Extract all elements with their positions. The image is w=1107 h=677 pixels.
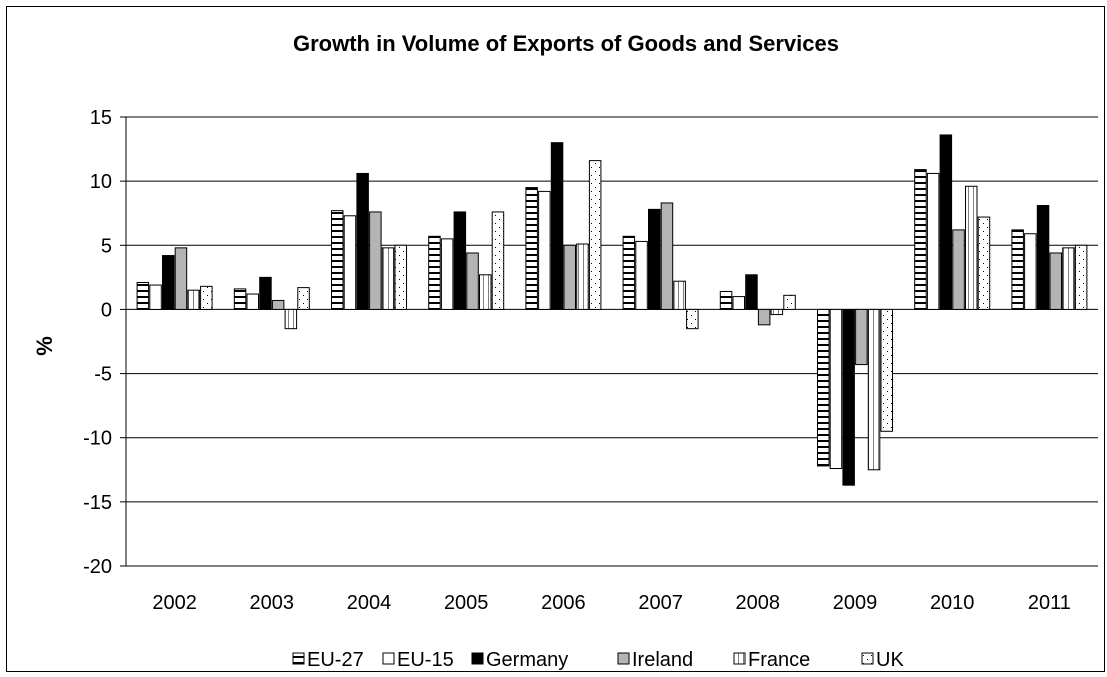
bar-france-2009 (867, 308, 881, 471)
bar-uk-2004 (394, 244, 407, 310)
bar-eu-27-2009 (817, 308, 830, 467)
bar-ireland-2009 (855, 308, 868, 366)
bars (136, 134, 1088, 486)
bar-germany-2009 (842, 308, 855, 486)
y-tick-label: -10 (83, 428, 112, 450)
bar-france-2008 (770, 308, 784, 316)
bar-eu-27-2002 (136, 281, 150, 310)
y-tick-labels: 15 10 5 0 -5 -10 -15 -20 (83, 107, 112, 578)
legend-label-france: France (748, 649, 810, 671)
bar-germany-2004 (356, 172, 369, 310)
bar-eu-15-2003 (246, 293, 259, 310)
legend-swatch-france (733, 652, 746, 665)
legend-swatch-eu-15 (382, 652, 395, 665)
bar-uk-2003 (297, 287, 310, 310)
x-tick-label: 2008 (736, 592, 781, 614)
bar-ireland-2004 (369, 211, 382, 310)
bar-uk-2009 (880, 308, 893, 432)
bar-ireland-2008 (757, 308, 771, 326)
bar-eu-27-2003 (233, 288, 247, 310)
bar-eu-15-2009 (829, 308, 843, 470)
bar-france-2002 (187, 289, 200, 310)
bar-germany-2002 (162, 255, 175, 310)
bar-ireland-2005 (466, 252, 479, 310)
bar-chart: Growth in Volume of Exports of Goods and… (6, 6, 1105, 672)
y-tick-label: 5 (101, 235, 112, 257)
chart-frame: Growth in Volume of Exports of Goods and… (6, 6, 1105, 672)
y-tick-label: 15 (90, 107, 112, 129)
bar-eu-15-2007 (635, 240, 648, 310)
bar-ireland-2011 (1049, 252, 1062, 310)
x-tick-label: 2009 (833, 592, 878, 614)
legend-swatch-germany (471, 652, 484, 665)
bar-uk-2007 (686, 308, 699, 330)
bar-uk-2002 (200, 285, 213, 310)
bar-ireland-2007 (660, 202, 674, 310)
x-tick-labels: 2002 2003 2004 2005 2006 2007 2008 2009 2010 2011 (152, 592, 1071, 614)
bar-ireland-2010 (952, 229, 965, 310)
bar-eu-15-2002 (149, 284, 162, 310)
x-tick-label: 2007 (638, 592, 683, 614)
y-tick-label: -15 (83, 492, 112, 514)
bar-uk-2008 (783, 294, 796, 310)
bar-uk-2005 (491, 211, 505, 310)
x-tick-label: 2011 (1028, 592, 1071, 614)
x-tick-label: 2003 (250, 592, 295, 614)
bar-germany-2011 (1036, 205, 1050, 310)
bar-eu-27-2011 (1011, 229, 1024, 310)
y-tick-label: 0 (101, 299, 112, 321)
bar-eu-27-2006 (525, 187, 538, 310)
bar-eu-27-2007 (622, 235, 636, 310)
bar-eu-15-2011 (1024, 233, 1037, 310)
legend-swatch-eu-27 (292, 652, 305, 665)
legend-label-eu-27: EU-27 (307, 649, 364, 671)
bar-germany-2003 (259, 276, 272, 310)
bar-ireland-2002 (174, 247, 188, 310)
legend-label-ireland: Ireland (632, 649, 693, 671)
bar-uk-2010 (977, 216, 991, 310)
chart-border (6, 6, 1105, 672)
bar-france-2011 (1062, 247, 1075, 310)
bar-eu-27-2008 (719, 290, 733, 310)
legend-label-germany: Germany (486, 649, 568, 671)
bar-germany-2010 (939, 134, 953, 310)
legend: EU-27 EU-15 Germany Ireland France UK (292, 649, 904, 671)
x-tick-label: 2010 (930, 592, 975, 614)
bar-eu-15-2004 (343, 215, 357, 310)
x-tick-label: 2002 (152, 592, 197, 614)
chart-title: Growth in Volume of Exports of Goods and… (293, 31, 839, 56)
bar-eu-15-2010 (926, 172, 940, 310)
bar-france-2005 (479, 274, 492, 310)
bar-eu-27-2010 (914, 169, 927, 310)
bar-germany-2005 (453, 211, 467, 310)
bar-ireland-2003 (271, 299, 285, 310)
legend-swatch-ireland (617, 652, 630, 665)
bar-france-2006 (576, 243, 589, 310)
bar-ireland-2006 (563, 244, 576, 310)
x-tick-label: 2006 (541, 592, 586, 614)
bar-germany-2008 (745, 274, 758, 310)
bar-france-2007 (673, 280, 686, 310)
bar-france-2010 (965, 185, 978, 310)
x-tick-label: 2004 (347, 592, 392, 614)
y-tick-label: -5 (94, 364, 112, 386)
x-tick-label: 2005 (444, 592, 489, 614)
bar-eu-27-2005 (428, 235, 441, 310)
bar-uk-2006 (588, 160, 602, 310)
legend-label-uk: UK (876, 649, 904, 671)
legend-label-eu-15: EU-15 (397, 649, 454, 671)
y-axis-label: % (32, 336, 57, 356)
bar-eu-27-2004 (331, 210, 344, 310)
bar-france-2003 (284, 308, 298, 330)
y-tick-label: 10 (90, 171, 112, 193)
y-tick-label: -20 (83, 556, 112, 578)
bar-eu-15-2006 (538, 190, 551, 310)
legend-swatch-uk (861, 652, 874, 665)
bar-germany-2007 (648, 208, 661, 310)
bar-france-2004 (381, 247, 395, 310)
bar-eu-15-2008 (732, 296, 745, 310)
bar-uk-2011 (1074, 244, 1088, 310)
bar-eu-15-2005 (440, 238, 454, 310)
bar-germany-2006 (550, 142, 564, 310)
